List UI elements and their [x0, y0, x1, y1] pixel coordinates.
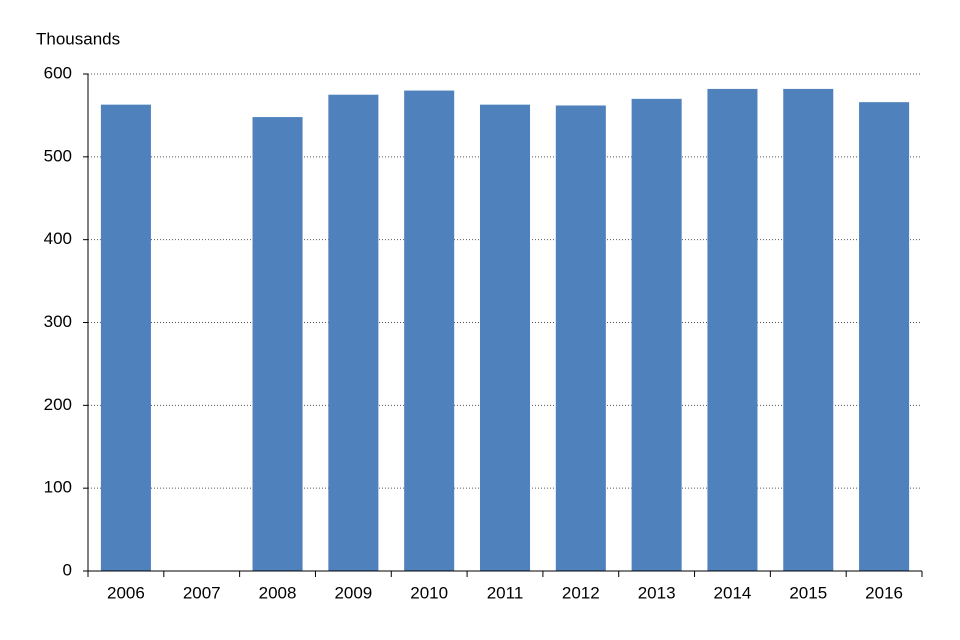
- y-tick-label: 100: [44, 478, 72, 497]
- bar: [859, 102, 910, 571]
- bar: [100, 104, 151, 572]
- bar: [328, 94, 379, 571]
- bar: [707, 88, 758, 571]
- x-tick-label: 2013: [638, 583, 676, 602]
- bar: [631, 98, 682, 571]
- y-tick-label: 0: [63, 560, 72, 579]
- x-tick-label: 2011: [487, 583, 524, 602]
- bar: [479, 104, 531, 572]
- x-tick-label: 2014: [714, 583, 752, 602]
- x-tick-label: 2010: [410, 583, 448, 602]
- y-tick-label: 300: [44, 312, 72, 331]
- y-tick-label: 200: [44, 395, 72, 414]
- x-tick-label: 2006: [107, 583, 145, 602]
- bar: [555, 105, 606, 571]
- y-tick-label: 500: [44, 146, 72, 165]
- x-tick-label: 2012: [562, 583, 600, 602]
- bar: [252, 117, 303, 571]
- x-tick-label: 2015: [789, 583, 827, 602]
- bar: [404, 90, 455, 572]
- x-tick-label: 2009: [334, 583, 372, 602]
- y-axis-label: Thousands: [36, 29, 120, 48]
- x-tick-label: 2008: [259, 583, 297, 602]
- y-tick-label: 400: [44, 229, 72, 248]
- y-tick-label: 600: [44, 63, 72, 82]
- bar: [783, 88, 834, 571]
- x-tick-label: 2016: [865, 583, 903, 602]
- x-tick-label: 2007: [183, 583, 221, 602]
